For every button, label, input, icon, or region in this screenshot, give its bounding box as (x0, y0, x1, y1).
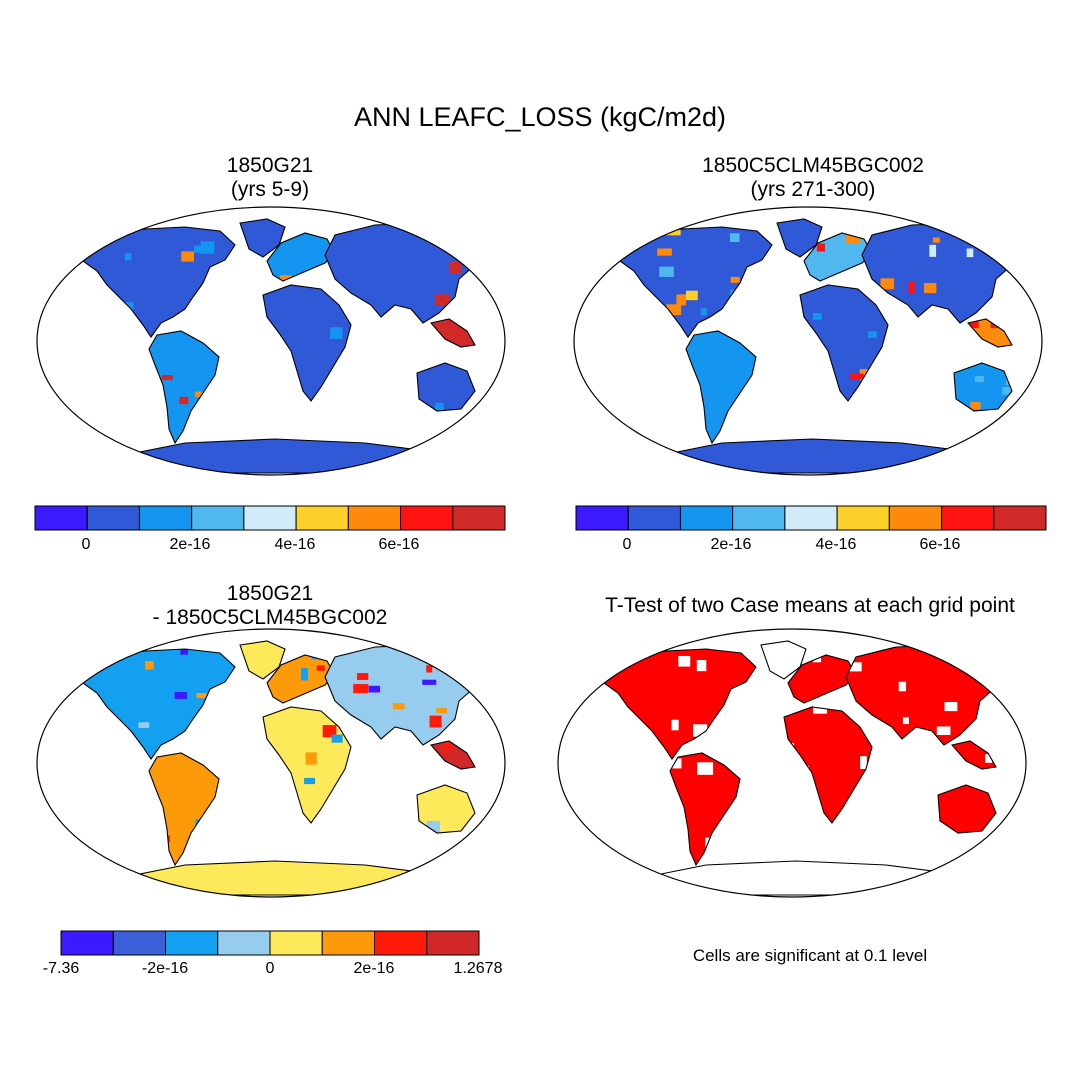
colorbar-swatch (295, 505, 349, 531)
colorbar-swatch (347, 505, 402, 531)
land-seasia (950, 740, 997, 770)
colorbar-swatch (243, 505, 297, 531)
colorbar-swatch (732, 505, 786, 531)
map-panel-difference (36, 628, 506, 898)
colorbar-swatch (400, 505, 454, 531)
colorbar-swatch (836, 505, 890, 531)
colorbar-swatch (426, 930, 480, 956)
map-border (557, 628, 1027, 898)
panel1-title: 1850G21 (yrs 5-9) (40, 154, 500, 202)
panel2-title-line1: 1850C5CLM45BGC002 (702, 154, 924, 177)
panel1-title-line2: (yrs 5-9) (230, 178, 310, 201)
colorbar-swatch (627, 505, 681, 531)
colorbar-swatch (191, 505, 245, 531)
cbar2-tick-label: 4e-16 (815, 536, 857, 553)
colorbar-swatch (321, 930, 375, 956)
cbar3-tick-label: 2e-16 (353, 960, 395, 977)
colorbar-panel2 (575, 505, 1047, 531)
colorbar-swatch (86, 505, 140, 531)
panel1-title-line1: 1850G21 (226, 154, 314, 177)
colorbar-swatch (452, 505, 506, 531)
panel3-title-line2: - 1850C5CLM45BGC002 (152, 606, 388, 629)
map-panel-1850C5CLM45BGC002 (573, 206, 1043, 476)
colorbar-swatch (993, 505, 1047, 531)
map-border (36, 628, 506, 898)
land-seasia (429, 740, 476, 770)
panel4-title: T-Test of two Case means at each grid po… (605, 594, 1015, 617)
cbar3-tick-label: -2e-16 (141, 960, 189, 977)
colorbar-swatch (784, 505, 838, 531)
colorbar-swatch (888, 505, 943, 531)
map-panel-ttest (557, 628, 1027, 898)
cbar1-tick-label: 2e-16 (169, 536, 211, 553)
map-border (36, 206, 506, 476)
cbar1-tick-label: 6e-16 (378, 536, 420, 553)
panel3-title-line1: 1850G21 (226, 582, 314, 605)
colorbar-swatch (112, 930, 166, 956)
colorbar-swatch (138, 505, 193, 531)
cbar3-tick-label: 1.2678 (453, 960, 503, 977)
colorbar-swatch (269, 930, 323, 956)
colorbar-swatch (575, 505, 629, 531)
colorbar-swatch (679, 505, 734, 531)
land-australia (937, 784, 997, 834)
colorbar-swatch (941, 505, 995, 531)
cbar1-tick-label: 4e-16 (274, 536, 316, 553)
colorbar-swatch (374, 930, 428, 956)
colorbar-difference (60, 930, 480, 956)
panel2-title: 1850C5CLM45BGC002 (yrs 271-300) (578, 154, 1048, 202)
colorbar-swatch (60, 930, 114, 956)
map-panel-1850G21 (36, 206, 506, 476)
colorbar-panel1 (34, 505, 506, 531)
cbar2-tick-label: 6e-16 (919, 536, 961, 553)
land-australia (416, 784, 476, 834)
land-australia (416, 362, 476, 412)
figure-title: ANN LEAFC_LOSS (kgC/m2d) (353, 102, 727, 132)
cbar2-tick-label: 0 (622, 536, 632, 553)
colorbar-swatch (34, 505, 88, 531)
colorbar-swatch (165, 930, 219, 956)
cbar3-tick-label: -7.36 (42, 960, 80, 977)
cbar2-tick-label: 2e-16 (710, 536, 752, 553)
land-africa (262, 706, 352, 824)
colorbar-swatch (217, 930, 271, 956)
land-europe (787, 654, 857, 704)
cbar3-tick-label: 0 (265, 960, 275, 977)
significance-note: Cells are significant at 0.1 level (692, 946, 928, 965)
panel2-title-line2: (yrs 271-300) (750, 178, 876, 201)
cbar1-tick-label: 0 (81, 536, 91, 553)
land-seasia (429, 318, 476, 348)
map-border (573, 206, 1043, 476)
panel3-title: 1850G21 - 1850C5CLM45BGC002 (40, 582, 500, 630)
